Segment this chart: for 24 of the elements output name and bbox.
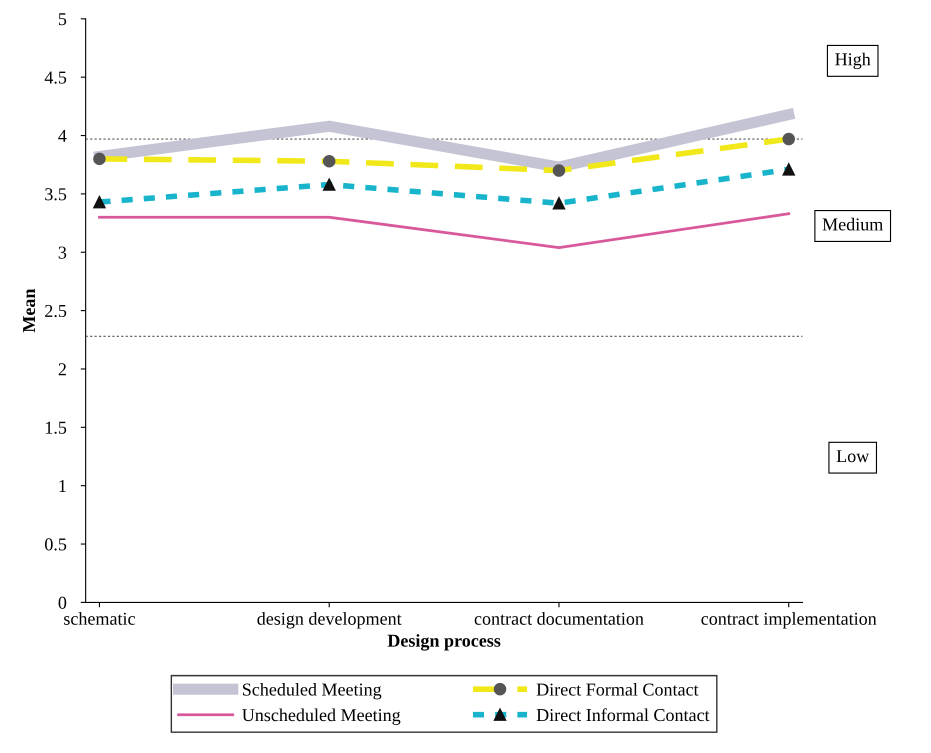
y-tick-label: 0.5 [45,538,66,551]
legend-label: Direct Informal Contact [536,708,710,722]
y-tick-label: 1 [59,480,66,492]
x-tick-label: design development [257,612,402,629]
y-tick-label: 2.5 [45,304,66,318]
x-tick-label: contract implementation [701,612,876,628]
y-tick-label: 3.5 [45,188,66,200]
text: High [835,52,871,70]
y-tick-label: 0 [58,596,66,609]
x-tick-label: contract documentation [474,612,644,625]
text: Medium [822,218,884,231]
y-tick-label: 4.5 [44,72,66,84]
x-tick-label: schematic [64,612,135,625]
legend-label: Unscheduled Meeting [242,708,400,725]
y-tick-label: 4 [58,130,67,142]
legend-label: Scheduled Meeting [242,682,382,700]
x-axis-title: Design process [388,634,500,651]
text: Low [836,450,870,462]
legend-label: Direct Formal Contact [536,682,698,696]
y-axis-title: Mean [23,288,36,332]
y-tick-label: 3 [58,246,66,259]
y-tick-label: 5 [58,13,66,26]
y-tick-label: 1.5 [46,422,66,434]
y-tick-label: 2 [58,363,66,376]
